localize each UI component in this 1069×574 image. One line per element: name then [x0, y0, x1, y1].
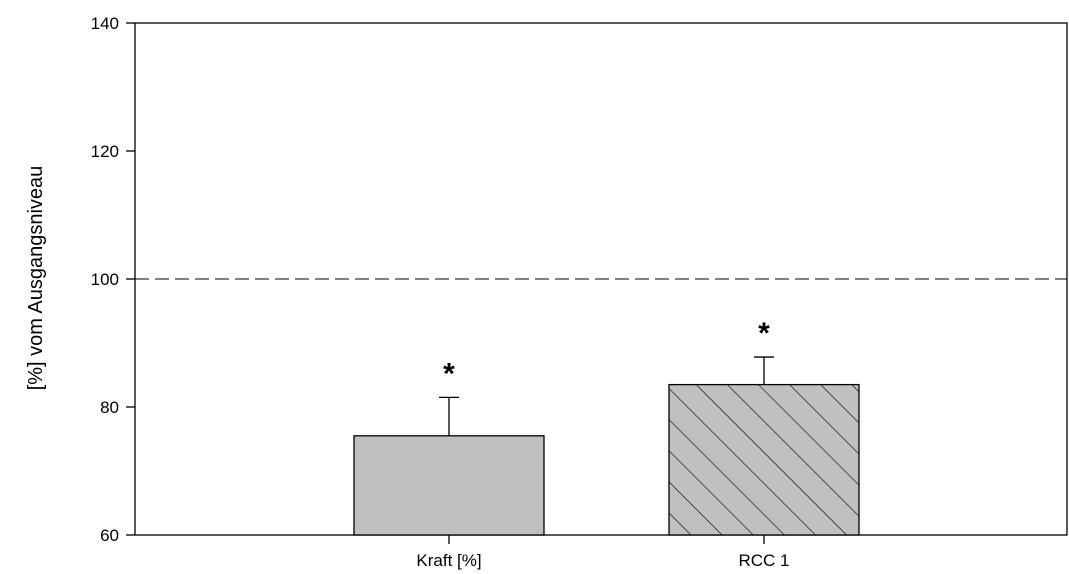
significance-marker: *	[443, 357, 455, 390]
y-axis-ticks: 60 80 100 120 140	[91, 14, 135, 545]
bar	[353, 435, 545, 536]
y-tick-label: 100	[91, 270, 119, 289]
x-category-label: RCC 1	[738, 551, 789, 570]
y-tick-label: 120	[91, 142, 119, 161]
x-category-label: Kraft [%]	[416, 551, 481, 570]
error-bars-group	[439, 356, 774, 436]
y-tick-label: 140	[91, 14, 119, 33]
bars-group	[353, 383, 860, 536]
y-tick-label: 60	[100, 526, 119, 545]
bar	[668, 383, 860, 536]
x-axis-categories: Kraft [%] RCC 1	[416, 535, 790, 570]
annotations-group: **	[443, 317, 770, 390]
y-axis-label: [%] vom Ausgangsniveau	[25, 166, 47, 391]
significance-marker: *	[758, 317, 770, 350]
y-tick-label: 80	[100, 398, 119, 417]
